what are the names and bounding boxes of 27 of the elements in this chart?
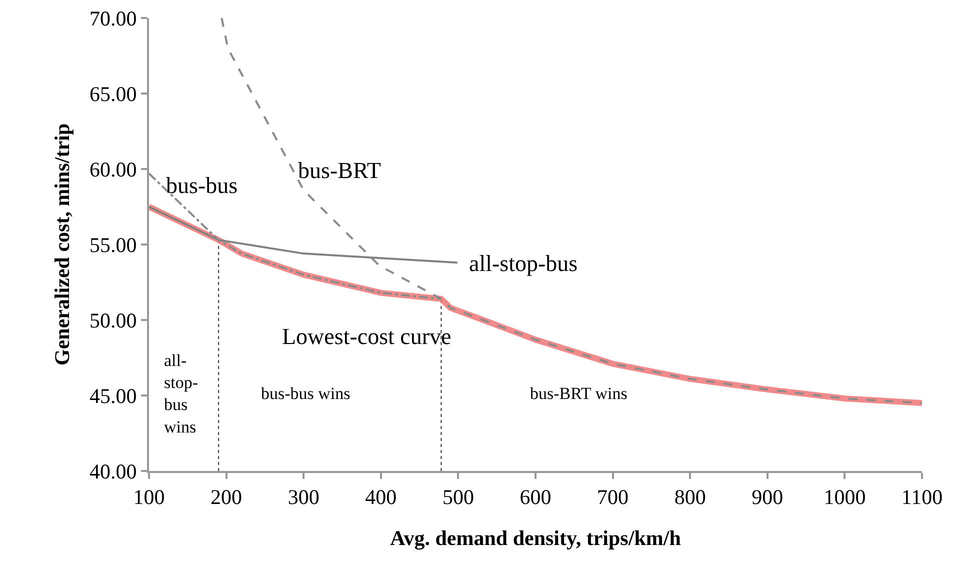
x-tick-label: 700 (597, 485, 629, 510)
x-axis-title: Avg. demand density, trips/km/h (390, 526, 682, 550)
series-label: all-stop-bus (469, 251, 578, 276)
y-tick-label: 55.00 (90, 232, 137, 257)
series-label: bus-bus (166, 173, 238, 198)
y-tick-label: 70.00 (90, 6, 137, 30)
y-tick-label: 45.00 (90, 384, 137, 408)
annotation: bus-bus wins (261, 384, 350, 403)
x-tick-label: 600 (520, 485, 552, 510)
x-tick-label: 200 (210, 485, 242, 510)
y-tick-label: 60.00 (90, 157, 137, 182)
y-tick-label: 65.00 (90, 82, 137, 106)
y-axis-title: Generalized cost, mins/trip (50, 123, 74, 366)
x-tick-label: 1100 (901, 485, 943, 510)
annotation: all-stop-bus wins (164, 351, 198, 436)
x-tick-label: 1000 (824, 485, 866, 510)
series-label: Lowest-cost curve (282, 324, 452, 349)
y-tick-label: 50.00 (90, 308, 137, 332)
x-tick-label: 900 (752, 485, 784, 510)
series-label: bus-BRT (298, 158, 381, 183)
annotation: bus-BRT wins (530, 384, 628, 403)
x-tick-label: 800 (674, 485, 706, 510)
x-tick-label: 300 (288, 485, 320, 510)
y-tick-label: 40.00 (90, 459, 137, 484)
x-tick-label: 400 (365, 485, 397, 510)
x-tick-label: 100 (133, 485, 165, 510)
x-tick-label: 500 (442, 485, 474, 510)
